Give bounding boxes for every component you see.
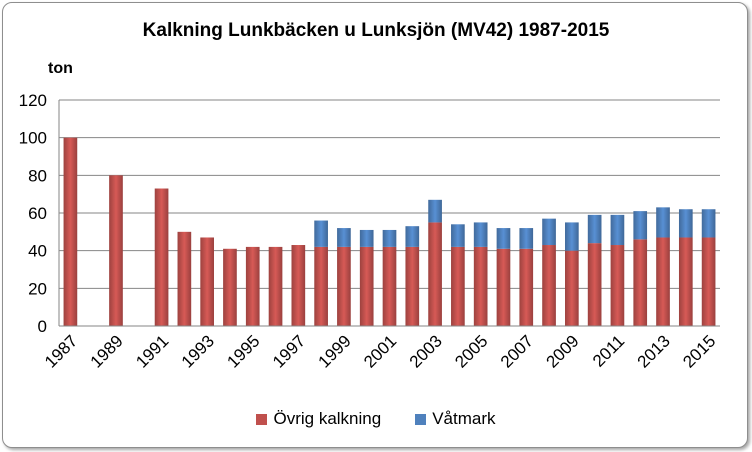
bar-vatmark-2010 <box>587 214 602 244</box>
bar-vatmark-2005 <box>473 222 488 247</box>
bar-vatmark-2008 <box>542 218 556 246</box>
bar-ovrig-kalkning-2002 <box>405 246 420 326</box>
bar-ovrig-kalkning-2011 <box>610 245 625 326</box>
bar-vatmark-2003 <box>428 199 442 223</box>
legend-item-ovrig-kalkning: Övrig kalkning <box>256 409 381 429</box>
bar-vatmark-1999 <box>337 228 351 247</box>
bar-ovrig-kalkning-2012 <box>633 239 648 326</box>
y-tick-label: 100 <box>19 129 47 148</box>
x-tick-label: 2011 <box>589 331 628 370</box>
bar-ovrig-kalkning-2010 <box>587 243 602 326</box>
y-tick-label: 0 <box>38 317 47 336</box>
bar-ovrig-kalkning-1999 <box>337 246 351 326</box>
legend-swatch-vatmark <box>415 413 427 425</box>
x-tick-label: 2005 <box>451 331 491 371</box>
bar-ovrig-kalkning-2004 <box>451 246 465 326</box>
bar-ovrig-kalkning-2013 <box>656 237 670 326</box>
legend-label-ovrig-kalkning: Övrig kalkning <box>273 409 382 428</box>
bar-ovrig-kalkning-2005 <box>473 246 488 326</box>
chart-legend: Övrig kalkning Våtmark <box>0 409 752 429</box>
x-tick-label: 2007 <box>497 331 537 371</box>
x-tick-label: 1993 <box>178 331 218 371</box>
bar-vatmark-2004 <box>451 224 465 247</box>
bar-ovrig-kalkning-1992 <box>177 231 192 326</box>
bar-vatmark-1998 <box>314 220 328 247</box>
x-tick-label: 2003 <box>406 331 446 371</box>
x-tick-label: 2015 <box>679 331 719 371</box>
bar-ovrig-kalkning-2001 <box>382 246 397 326</box>
bar-ovrig-kalkning-1997 <box>291 245 306 326</box>
bar-ovrig-kalkning-2008 <box>542 245 556 326</box>
bar-ovrig-kalkning-2009 <box>565 250 579 326</box>
y-tick-label: 40 <box>28 242 47 261</box>
bar-vatmark-2014 <box>678 209 693 238</box>
y-tick-label: 120 <box>19 91 47 110</box>
x-tick-label: 2001 <box>360 331 400 371</box>
bar-ovrig-kalkning-1996 <box>268 246 283 326</box>
bar-vatmark-2013 <box>656 207 670 238</box>
bar-ovrig-kalkning-1995 <box>245 246 260 326</box>
bar-ovrig-kalkning-1991 <box>154 188 169 326</box>
bar-ovrig-kalkning-2003 <box>428 222 442 326</box>
bar-vatmark-2002 <box>405 226 420 247</box>
bar-vatmark-2007 <box>519 228 534 249</box>
x-tick-label: 1997 <box>269 331 309 371</box>
bar-ovrig-kalkning-2007 <box>519 248 534 326</box>
legend-label-vatmark: Våtmark <box>432 409 496 428</box>
x-tick-label: 2013 <box>634 331 674 371</box>
bar-ovrig-kalkning-1987 <box>63 137 78 326</box>
x-tick-label: 1995 <box>223 331 263 371</box>
x-tick-label: 1987 <box>41 331 81 371</box>
chart-title: Kalkning Lunkbäcken u Lunksjön (MV42) 19… <box>142 20 610 41</box>
bar-vatmark-2000 <box>359 229 374 247</box>
bar-vatmark-2012 <box>633 211 648 240</box>
x-tick-label: 1989 <box>87 331 127 371</box>
x-tick-label: 1999 <box>315 331 355 371</box>
y-tick-label: 80 <box>28 166 47 185</box>
bar-vatmark-2015 <box>701 209 716 238</box>
bar-ovrig-kalkning-2014 <box>678 237 693 326</box>
x-tick-label: 2009 <box>542 331 582 371</box>
bar-vatmark-2009 <box>565 222 579 251</box>
y-tick-label: 20 <box>28 279 47 298</box>
bar-ovrig-kalkning-2000 <box>359 246 374 326</box>
bar-vatmark-2006 <box>496 228 511 249</box>
bar-vatmark-2001 <box>382 229 397 247</box>
bar-ovrig-kalkning-1994 <box>223 248 237 326</box>
bar-ovrig-kalkning-2006 <box>496 248 511 326</box>
x-tick-label: 1991 <box>132 331 172 371</box>
bar-ovrig-kalkning-2015 <box>701 237 716 326</box>
bar-ovrig-kalkning-1989 <box>109 175 123 326</box>
legend-swatch-ovrig-kalkning <box>256 413 268 425</box>
y-tick-label: 60 <box>28 204 47 223</box>
legend-item-vatmark: Våtmark <box>415 409 496 429</box>
bar-vatmark-2011 <box>610 214 625 246</box>
y-axis-unit-label: ton <box>48 60 73 77</box>
bar-ovrig-kalkning-1998 <box>314 246 328 326</box>
bar-ovrig-kalkning-1993 <box>200 237 214 326</box>
